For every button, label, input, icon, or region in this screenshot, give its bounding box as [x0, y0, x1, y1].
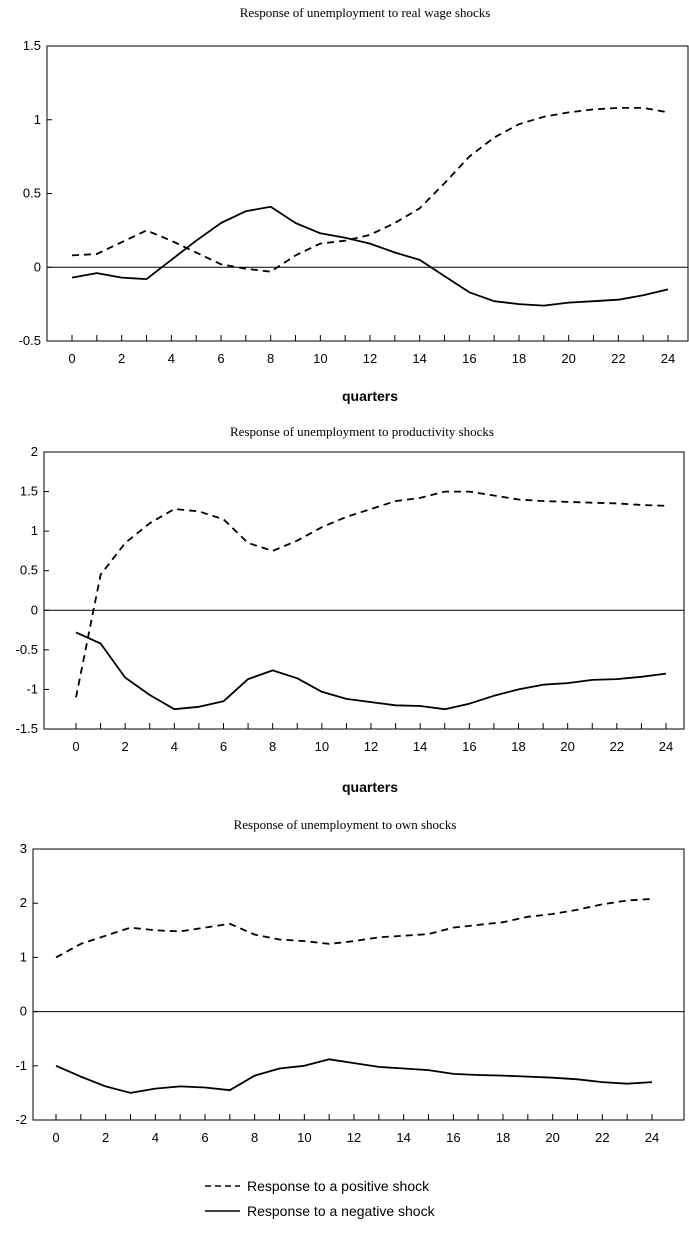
y-tick-label: -1	[15, 1058, 27, 1073]
y-tick-label: -2	[15, 1112, 27, 1127]
y-tick-label: 0	[34, 259, 41, 274]
y-tick-label: 2	[20, 895, 27, 910]
y-tick-label: 3	[20, 841, 27, 856]
chart-productivity-shocks: Response of unemployment to productivity…	[16, 424, 685, 795]
x-axis-ticks: 0 2 4 6 8 10 12 14 16 18 20 22 24	[52, 1114, 659, 1145]
x-tick-label: 14	[413, 739, 427, 754]
x-tick-label: 4	[168, 351, 175, 366]
y-tick-label: 0	[31, 602, 38, 617]
chart-real-wage-shocks: Response of unemployment to real wage sh…	[19, 5, 689, 404]
x-tick-label: 0	[68, 351, 75, 366]
x-axis-label: quarters	[342, 779, 398, 795]
y-tick-label: 2	[31, 444, 38, 459]
x-tick-label: 24	[659, 739, 673, 754]
series-positive-shock-line	[55, 898, 653, 959]
x-axis-ticks: 0 2 4 6 8 10 12 14 16 18 20 22 24	[72, 723, 673, 754]
x-tick-label: 14	[396, 1130, 410, 1145]
x-tick-label: 8	[269, 739, 276, 754]
y-tick-label: 0	[20, 1004, 27, 1019]
chart-title: Response of unemployment to productivity…	[230, 424, 494, 439]
x-tick-label: 18	[496, 1130, 510, 1145]
y-axis-ticks: 3 2 1 0 -1 -2	[15, 841, 38, 1127]
x-tick-label: 24	[645, 1130, 659, 1145]
plot-frame	[32, 848, 685, 1121]
y-tick-label: 1	[34, 112, 41, 127]
x-axis-ticks: 0 2 4 6 8 10 12 14 16 18 20 22 24	[68, 335, 675, 366]
x-tick-label: 4	[152, 1130, 159, 1145]
x-tick-label: 22	[610, 739, 624, 754]
x-tick-label: 12	[363, 351, 377, 366]
y-tick-label: 1.5	[20, 484, 38, 499]
chart-title: Response of unemployment to own shocks	[234, 817, 457, 832]
x-tick-label: 2	[118, 351, 125, 366]
y-tick-label: -0.5	[16, 642, 38, 657]
y-tick-label: -0.5	[19, 333, 41, 348]
y-tick-label: 0.5	[23, 186, 41, 201]
x-tick-label: 20	[545, 1130, 559, 1145]
chart-own-shocks: Response of unemployment to own shocks 3…	[15, 817, 685, 1145]
y-tick-label: -1	[26, 681, 38, 696]
y-axis-ticks: 2 1.5 1 0.5 0 -0.5 -1 -1.5	[16, 444, 49, 736]
x-tick-label: 4	[171, 739, 178, 754]
x-tick-label: 2	[102, 1130, 109, 1145]
x-tick-label: 10	[315, 739, 329, 754]
x-tick-label: 6	[201, 1130, 208, 1145]
plot-frame	[43, 451, 685, 730]
y-tick-label: 1	[31, 523, 38, 538]
x-tick-label: 16	[462, 739, 476, 754]
series-negative-shock-line	[75, 631, 667, 711]
legend: Response to a positive shock Response to…	[205, 1178, 436, 1219]
x-tick-label: 20	[560, 739, 574, 754]
x-tick-label: 16	[446, 1130, 460, 1145]
plot-frame	[46, 45, 689, 342]
x-tick-label: 24	[661, 351, 675, 366]
x-tick-label: 16	[462, 351, 476, 366]
y-tick-label: 1.5	[23, 38, 41, 53]
series-positive-shock-line	[71, 107, 669, 273]
y-tick-label: -1.5	[16, 721, 38, 736]
x-tick-label: 20	[561, 351, 575, 366]
series-negative-shock-line	[71, 205, 669, 307]
legend-positive-label: Response to a positive shock	[247, 1178, 430, 1194]
x-tick-label: 18	[512, 351, 526, 366]
x-tick-label: 10	[313, 351, 327, 366]
x-tick-label: 10	[297, 1130, 311, 1145]
x-tick-label: 22	[611, 351, 625, 366]
x-tick-label: 0	[52, 1130, 59, 1145]
x-tick-label: 8	[267, 351, 274, 366]
series-positive-shock-line	[75, 490, 667, 698]
y-tick-label: 0.5	[20, 563, 38, 578]
x-tick-label: 12	[347, 1130, 361, 1145]
x-axis-label: quarters	[342, 388, 398, 404]
y-axis-ticks: 1.5 1 0.5 0 -0.5	[19, 38, 52, 348]
x-tick-label: 12	[364, 739, 378, 754]
x-tick-label: 14	[412, 351, 426, 366]
x-tick-label: 8	[251, 1130, 258, 1145]
x-tick-label: 0	[72, 739, 79, 754]
x-tick-label: 22	[595, 1130, 609, 1145]
x-tick-label: 2	[122, 739, 129, 754]
x-tick-label: 6	[220, 739, 227, 754]
x-tick-label: 18	[511, 739, 525, 754]
legend-negative-label: Response to a negative shock	[247, 1203, 436, 1219]
x-tick-label: 6	[217, 351, 224, 366]
y-tick-label: 1	[20, 949, 27, 964]
series-negative-shock-line	[55, 1058, 653, 1094]
chart-title: Response of unemployment to real wage sh…	[240, 5, 491, 20]
